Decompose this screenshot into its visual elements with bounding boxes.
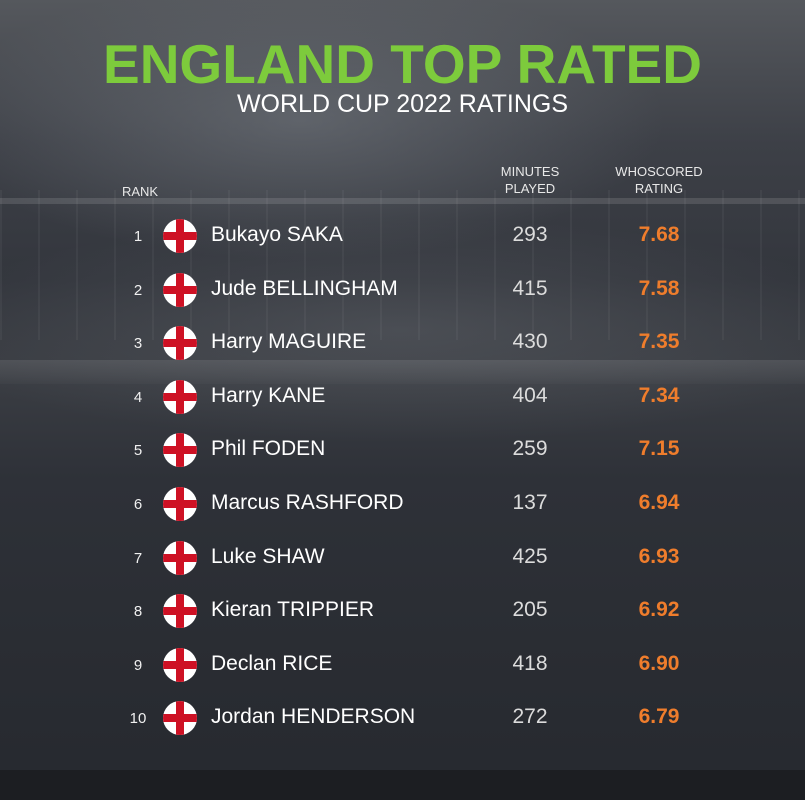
minutes-played-cell: 425 [512, 545, 548, 568]
whoscored-rating-cell: 6.92 [638, 598, 680, 621]
player-name: Declan RICE [211, 652, 333, 675]
whoscored-rating-cell: 6.93 [638, 545, 680, 568]
rank-cell: 6 [133, 496, 143, 513]
rank-cell: 7 [133, 550, 143, 567]
player-name: Harry MAGUIRE [211, 330, 367, 353]
whoscored-rating-cell: 6.90 [638, 652, 680, 675]
whoscored-rating-cell: 7.34 [638, 384, 680, 407]
england-flag-icon [162, 218, 198, 254]
player-name: Jordan HENDERSON [211, 705, 416, 728]
header-minutes-played: MINUTES PLAYED [490, 163, 570, 197]
rank-cell: 10 [129, 710, 147, 727]
england-flag-icon [162, 486, 198, 522]
table-row: 10 Jordan HENDERSON 272 6.79 [0, 698, 805, 738]
minutes-played-cell: 293 [512, 223, 548, 246]
whoscored-rating-cell: 7.58 [638, 277, 680, 300]
header-rating-line2: RATING [634, 181, 684, 196]
whoscored-rating-cell: 7.68 [638, 223, 680, 246]
stadium-roof-line [0, 198, 805, 204]
england-flag-icon [162, 540, 198, 576]
chart-subtitle: WORLD CUP 2022 RATINGS [236, 90, 569, 118]
stadium-crowd-line [0, 360, 805, 384]
header-rank: RANK [121, 184, 159, 199]
header-minutes-line2: PLAYED [504, 181, 556, 196]
table-row: 1 Bukayo SAKA 293 7.68 [0, 216, 805, 256]
whoscored-rating-cell: 7.35 [638, 330, 680, 353]
chart-title: ENGLAND TOP RATED [103, 33, 702, 95]
table-row: 8 Kieran TRIPPIER 205 6.92 [0, 591, 805, 631]
minutes-played-cell: 418 [512, 652, 548, 675]
stadium-stand [0, 190, 805, 340]
england-flag-icon [162, 700, 198, 736]
player-name: Luke SHAW [211, 545, 325, 568]
england-flag-icon [162, 272, 198, 308]
minutes-played-cell: 415 [512, 277, 548, 300]
rank-cell: 2 [133, 282, 143, 299]
whoscored-rating-cell: 7.15 [638, 437, 680, 460]
rank-cell: 5 [133, 442, 143, 459]
minutes-played-cell: 259 [512, 437, 548, 460]
header-minutes-line1: MINUTES [500, 164, 560, 179]
england-flag-icon [162, 325, 198, 361]
rank-cell: 3 [133, 335, 143, 352]
minutes-played-cell: 137 [512, 491, 548, 514]
rank-cell: 8 [133, 603, 143, 620]
header-rating-line1: WHOSCORED [615, 164, 703, 179]
rank-cell: 4 [133, 389, 143, 406]
player-name: Phil FODEN [211, 437, 326, 460]
england-flag-icon [162, 379, 198, 415]
whoscored-rating-cell: 6.79 [638, 705, 680, 728]
england-flag-icon [162, 432, 198, 468]
player-name: Marcus RASHFORD [211, 491, 404, 514]
table-row: 2 Jude BELLINGHAM 415 7.58 [0, 270, 805, 310]
player-name: Jude BELLINGHAM [211, 277, 398, 300]
table-row: 9 Declan RICE 418 6.90 [0, 645, 805, 685]
whoscored-rating-cell: 6.94 [638, 491, 680, 514]
table-row: 3 Harry MAGUIRE 430 7.35 [0, 323, 805, 363]
minutes-played-cell: 404 [512, 384, 548, 407]
player-name: Bukayo SAKA [211, 223, 343, 246]
table-row: 5 Phil FODEN 259 7.15 [0, 430, 805, 470]
player-name: Kieran TRIPPIER [211, 598, 375, 621]
rank-cell: 1 [133, 228, 143, 245]
minutes-played-cell: 430 [512, 330, 548, 353]
minutes-played-cell: 272 [512, 705, 548, 728]
table-row: 7 Luke SHAW 425 6.93 [0, 538, 805, 578]
table-row: 6 Marcus RASHFORD 137 6.94 [0, 484, 805, 524]
england-flag-icon [162, 647, 198, 683]
bottom-bar [0, 770, 805, 800]
player-name: Harry KANE [211, 384, 326, 407]
header-whoscored-rating: WHOSCORED RATING [604, 163, 714, 197]
table-row: 4 Harry KANE 404 7.34 [0, 377, 805, 417]
rank-cell: 9 [133, 657, 143, 674]
minutes-played-cell: 205 [512, 598, 548, 621]
england-flag-icon [162, 593, 198, 629]
